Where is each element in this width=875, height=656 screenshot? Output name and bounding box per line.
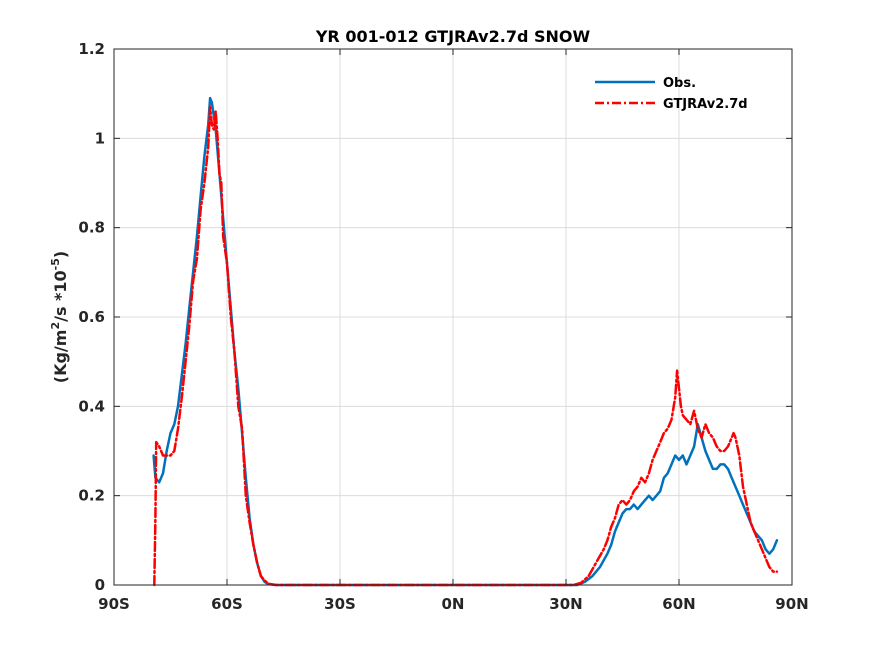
y-tick-label: 0.2: [78, 487, 105, 505]
y-tick-label: 1: [95, 129, 105, 147]
y-label-sup2: -5: [49, 258, 62, 270]
x-tick-label: 30S: [324, 595, 356, 613]
series-layer: [152, 96, 779, 587]
legend-label-obs: Obs.: [663, 76, 696, 91]
chart-title: YR 001-012 GTJRAv2.7d SNOW: [315, 27, 591, 46]
x-axis: 90S 60S 30S 0N 30N 60N 90N: [98, 49, 809, 613]
y-label-mid: /s *10: [51, 270, 70, 322]
series-line-obs: [152, 96, 779, 587]
y-label-base: (Kg/m: [51, 330, 70, 384]
y-tick-label: 1.2: [78, 40, 105, 58]
y-axis: 0 0.2 0.4 0.6 0.8 1 1.2: [78, 40, 792, 594]
x-tick-label: 30N: [549, 595, 582, 613]
y-label-end: ): [51, 251, 70, 258]
y-tick-label: 0.8: [78, 219, 105, 237]
x-tick-label: 60S: [211, 595, 243, 613]
x-tick-label: 0N: [442, 595, 465, 613]
x-tick-label: 60N: [662, 595, 695, 613]
x-tick-label: 90N: [775, 595, 808, 613]
y-label-sup1: 2: [49, 322, 62, 330]
y-tick-label: 0.6: [78, 308, 105, 326]
y-axis-label: (Kg/m2/s *10-5): [49, 251, 70, 383]
legend-label-gtjra: GTJRAv2.7d: [663, 97, 748, 112]
x-tick-label: 90S: [98, 595, 130, 613]
series-line-gtjra: [153, 105, 779, 587]
y-tick-label: 0: [95, 576, 105, 594]
legend: Obs. GTJRAv2.7d: [595, 76, 748, 112]
y-tick-label: 0.4: [78, 397, 105, 415]
